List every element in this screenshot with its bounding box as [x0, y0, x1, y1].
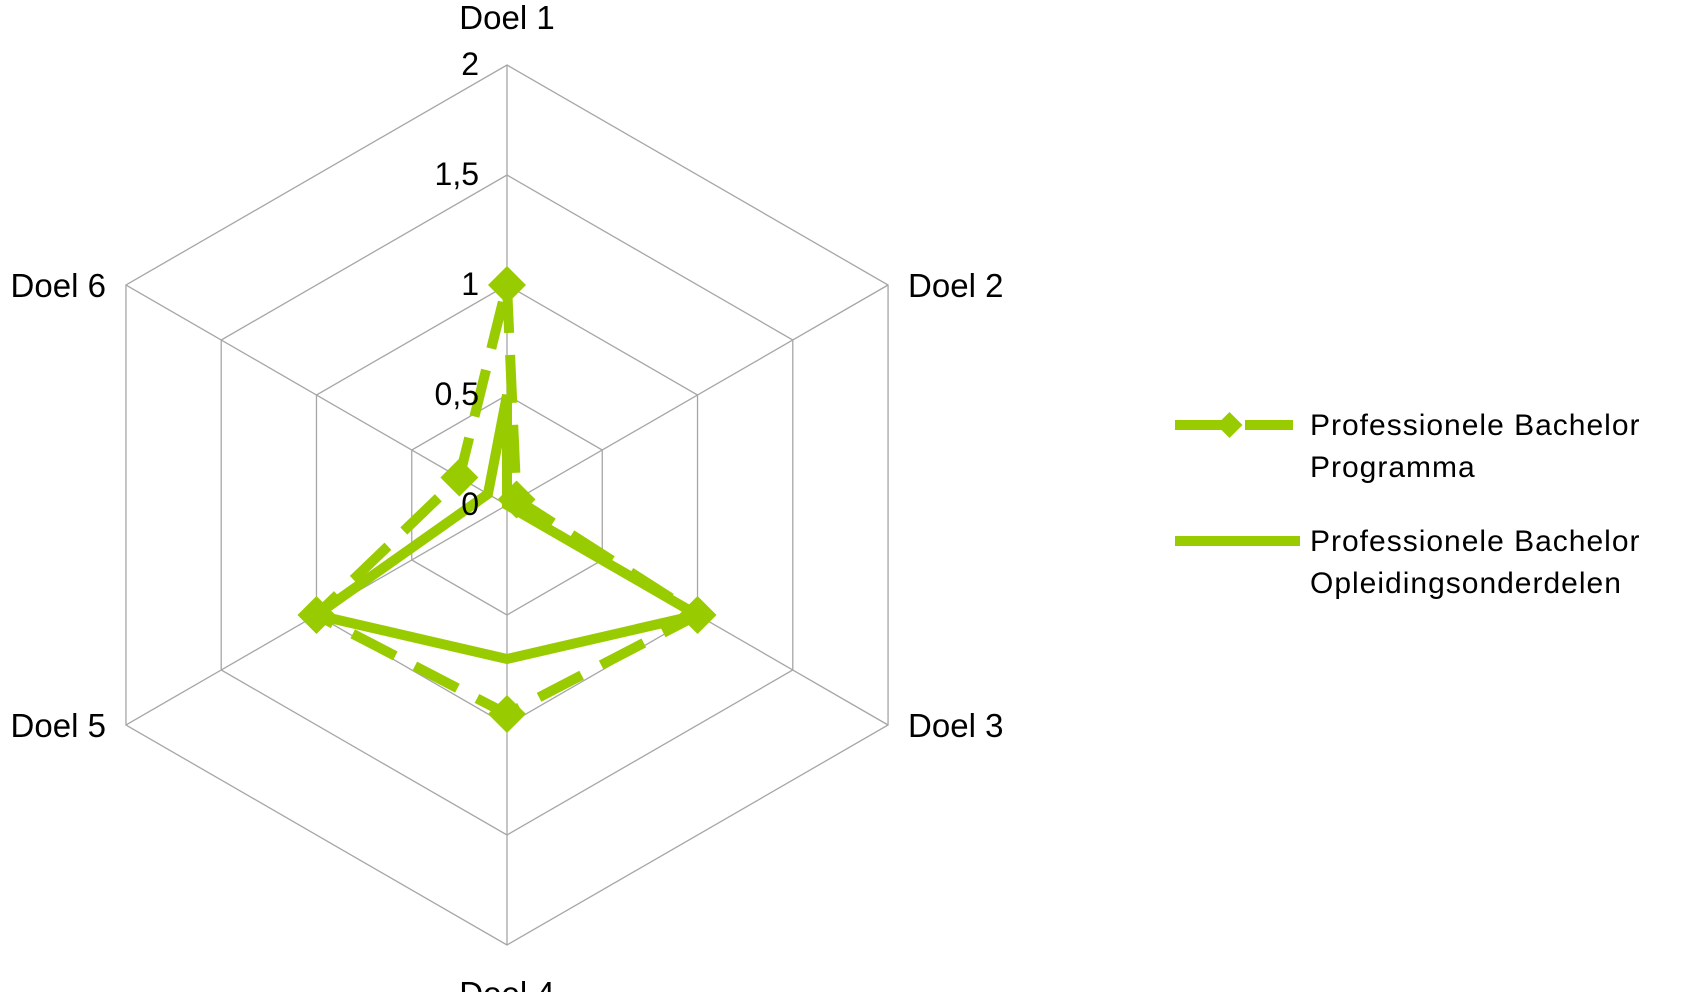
series-1-marker-5: [297, 596, 336, 634]
axis-label-doel-4: Doel 4: [459, 975, 554, 992]
series-1-marker-3: [678, 596, 717, 634]
grid-spoke-6: [125, 284, 508, 506]
series-1-marker-1: [488, 266, 526, 304]
tick-label-4: 2: [461, 46, 479, 82]
tick-label-2: 1: [461, 266, 479, 302]
series-1-marker-6: [440, 458, 479, 497]
legend: Professionele Bachelor Programma Professio…: [1175, 409, 1641, 600]
axis-label-doel-2: Doel 2: [908, 267, 1003, 304]
tick-label-0: 0: [461, 486, 479, 522]
legend-entry-2: Professionele Bachelor Opleidingsonderdel…: [1175, 525, 1641, 600]
legend-marker-1: [1216, 412, 1243, 438]
axis-label-doel-1: Doel 1: [459, 0, 554, 36]
legend-label-1: Professionele Bachelor Programma: [1310, 409, 1641, 484]
label-layer: 0 0,5 1 1,5 2 Doel 1 Doel 2 Doel 3 Doel 4 Doel 5 D…: [11, 0, 1004, 997]
axis-label-doel-6: Doel 6: [11, 267, 106, 304]
axis-label-doel-3: Doel 3: [908, 707, 1003, 744]
axis-label-doel-5: Doel 5: [11, 707, 106, 744]
legend-label-2: Professionele Bachelor Opleidingsonderdel…: [1310, 525, 1641, 600]
legend-entry-1: Professionele Bachelor Programma: [1175, 409, 1641, 484]
series-1-marker-4: [488, 695, 526, 733]
tick-label-1: 0,5: [435, 376, 479, 412]
series-1-marker-2: [497, 480, 536, 519]
tick-label-3: 1,5: [435, 156, 479, 192]
grid-spoke-2: [506, 284, 889, 506]
marker-layer: [297, 266, 717, 733]
